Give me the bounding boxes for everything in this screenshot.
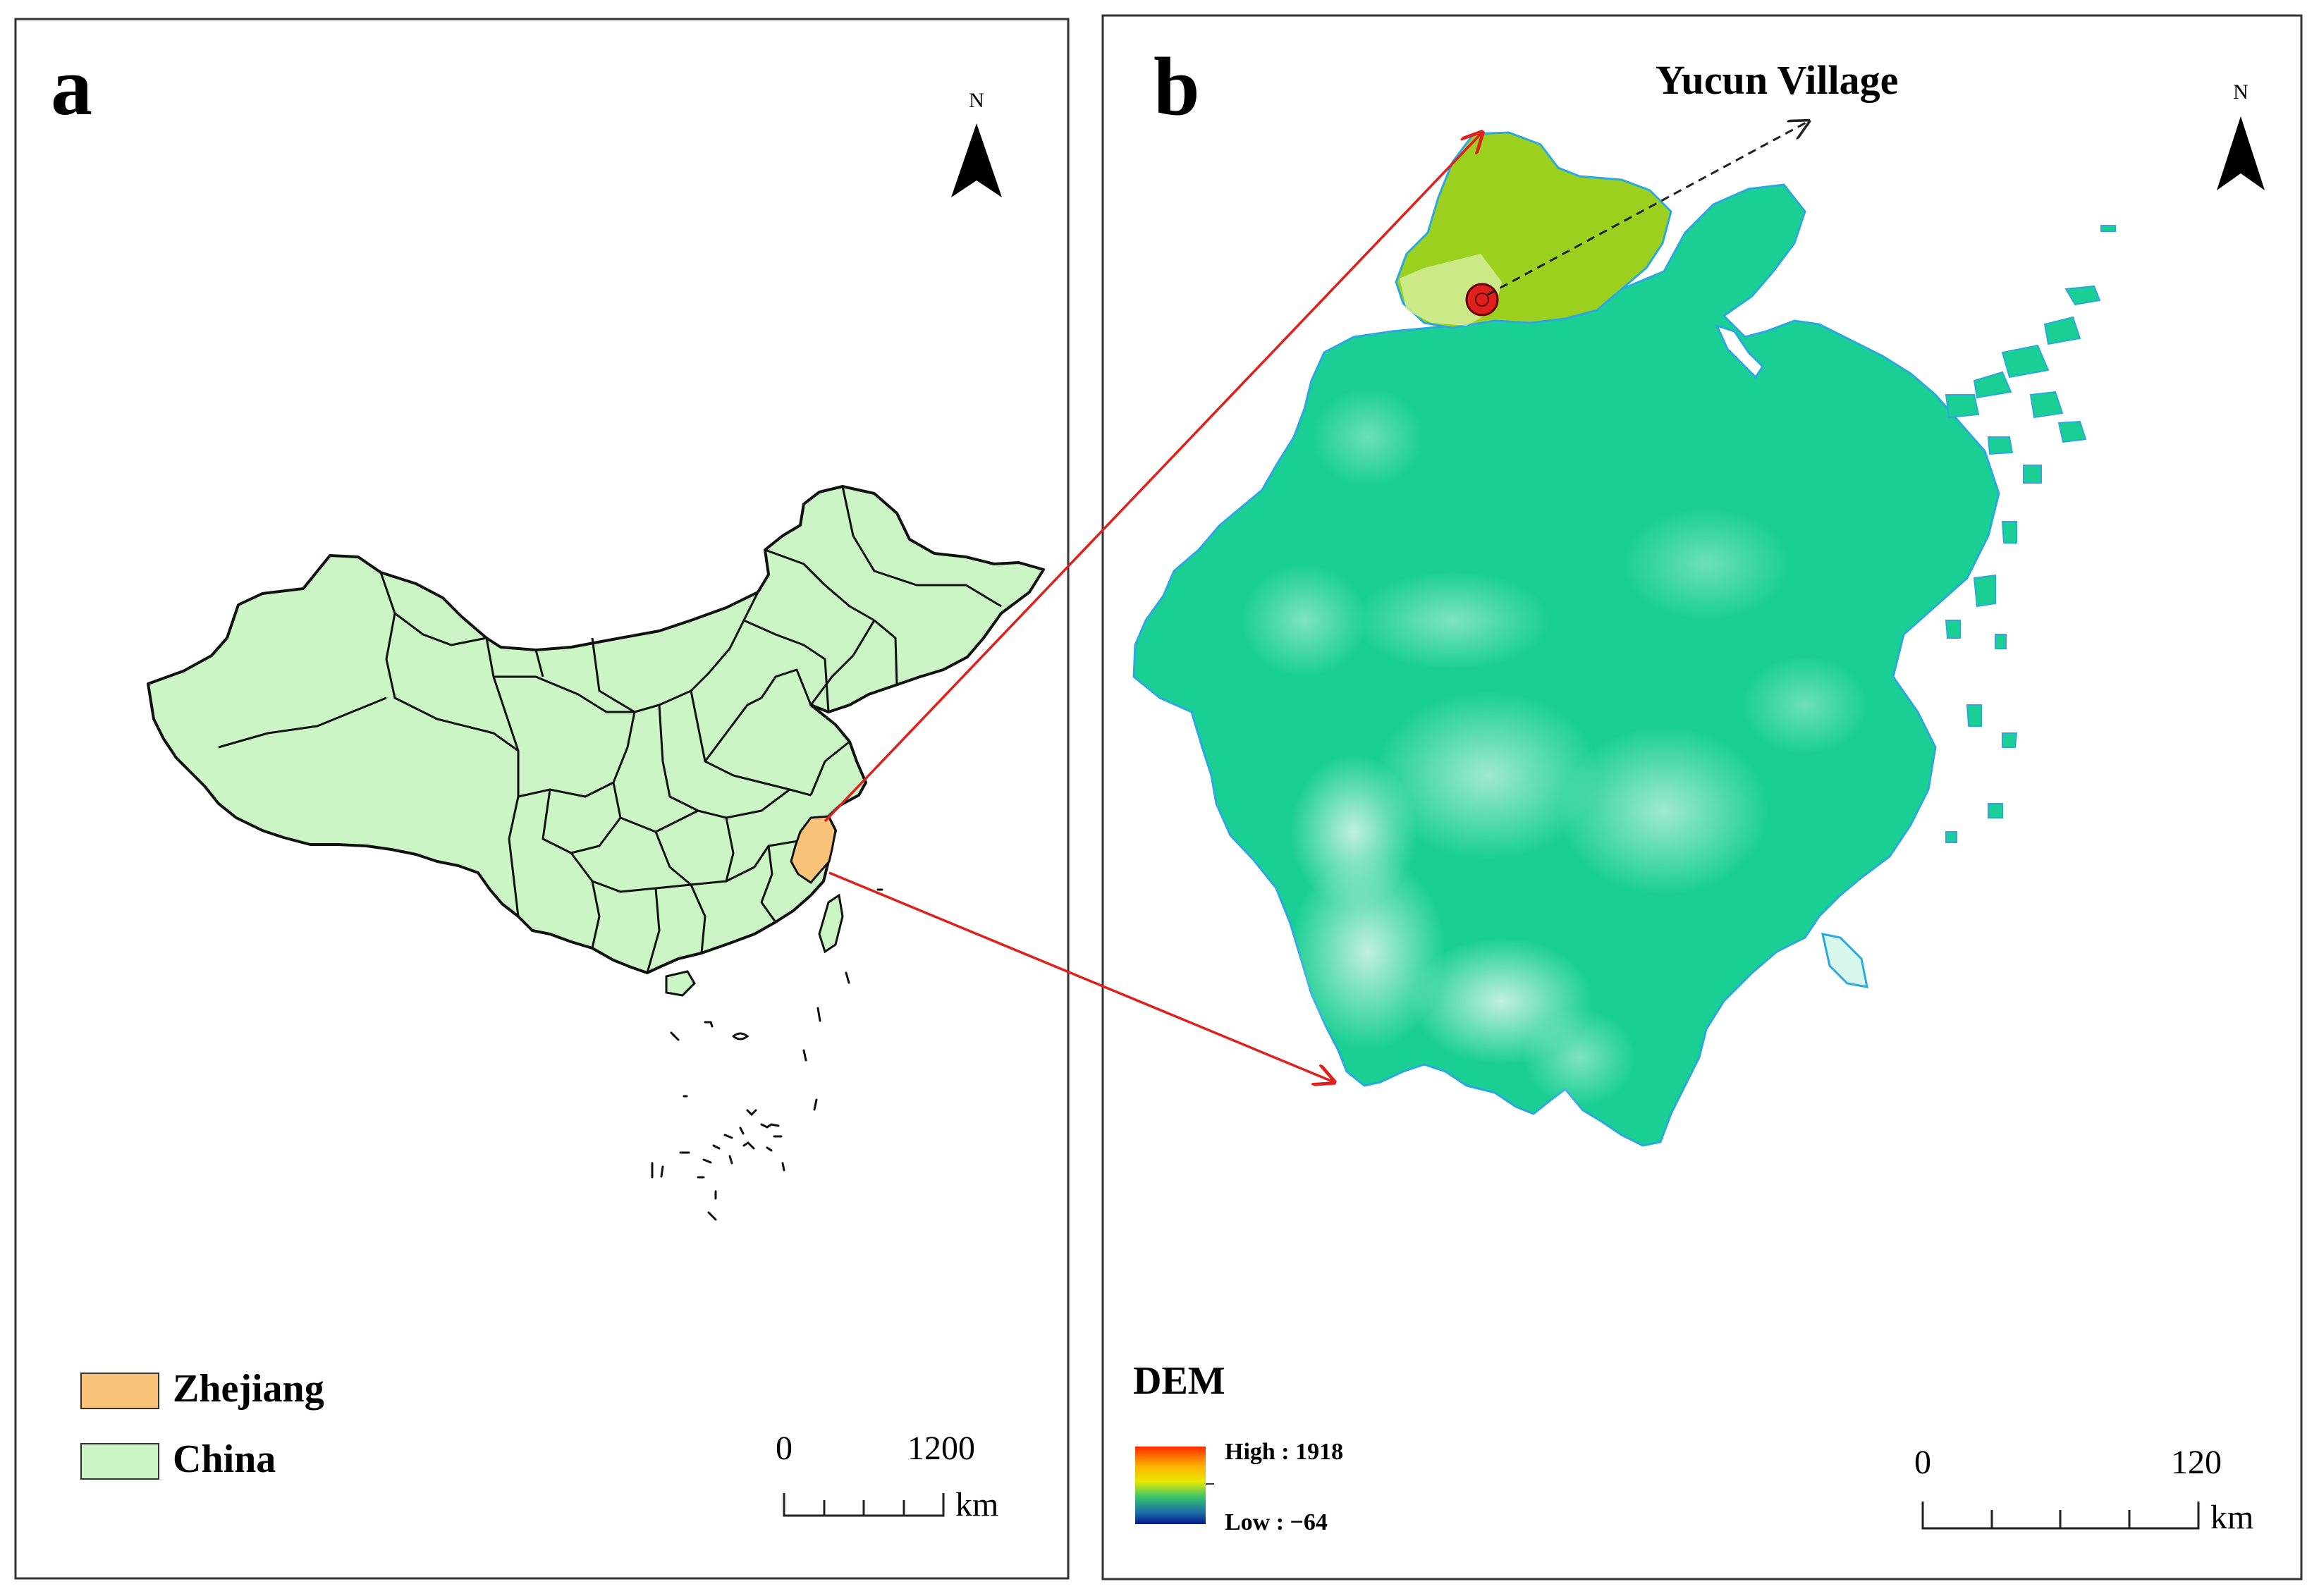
south-china-sea-islands <box>651 888 883 1221</box>
scale-b-end: 120 <box>2171 1444 2222 1481</box>
offshore-islands <box>1945 225 2116 843</box>
north-label-a: N <box>969 89 984 112</box>
scale-a-start: 0 <box>776 1430 793 1467</box>
village-pointer-line <box>1487 121 1809 296</box>
scale-bar-a: 0 1200 km <box>776 1430 998 1523</box>
connector-arrow-south <box>828 871 1334 1082</box>
panel-b-label: b <box>1154 40 1200 133</box>
village-label: Yucun Village <box>1656 57 1898 103</box>
scale-a-unit: km <box>955 1486 998 1523</box>
panel-b: b N <box>1101 14 2303 1580</box>
panel-a: a N <box>14 18 1070 1580</box>
dem-low-label: Low : −64 <box>1225 1509 1328 1535</box>
taiwan-island <box>818 893 844 954</box>
hainan-island <box>665 970 696 997</box>
legend-swatch-zhejiang <box>80 1373 159 1409</box>
island-outline-south <box>1821 933 1868 988</box>
legend-label-zhejiang: Zhejiang <box>173 1367 324 1411</box>
scale-b-unit: km <box>2210 1499 2253 1536</box>
dem-title: DEM <box>1133 1359 1225 1403</box>
dem-highland-texture <box>1241 388 1868 1107</box>
scale-b-start: 0 <box>1914 1444 1931 1481</box>
legend-label-china: China <box>173 1437 276 1481</box>
scale-a-end: 1200 <box>907 1430 975 1467</box>
connector-arrow-north <box>824 133 1482 823</box>
province-boundaries <box>218 486 1002 974</box>
yucun-village-marker <box>1465 283 1499 317</box>
zhejiang-region <box>790 815 837 884</box>
hangzhou-bay-inlet <box>1715 324 1764 379</box>
dem-legend: DEM High : 1918 Low : −64 <box>1133 1359 1343 1535</box>
legend-swatch-china <box>80 1443 159 1480</box>
north-label-b: N <box>2233 80 2248 104</box>
north-arrow-a-icon: N <box>951 89 1002 197</box>
panel-a-label: a <box>51 40 92 133</box>
scale-bar-b: 0 120 km <box>1914 1444 2253 1536</box>
dem-high-label: High : 1918 <box>1225 1439 1343 1465</box>
legend-a: Zhejiang China <box>80 1367 324 1481</box>
north-arrow-b-icon: N <box>2217 80 2265 190</box>
dem-color-ramp <box>1135 1447 1206 1524</box>
